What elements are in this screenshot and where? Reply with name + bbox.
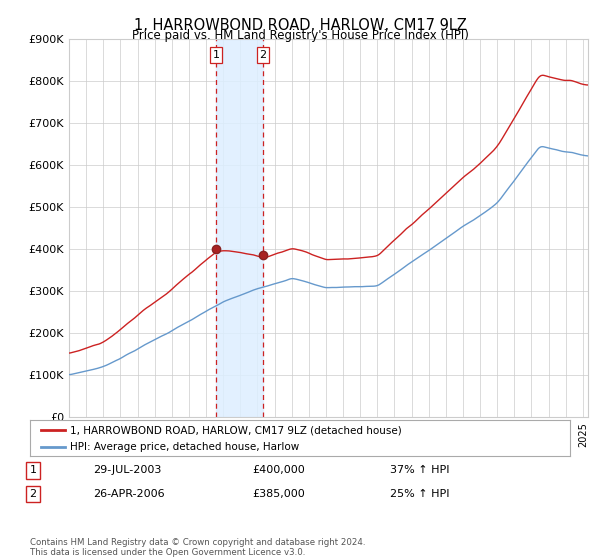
- Text: 1, HARROWBOND ROAD, HARLOW, CM17 9LZ: 1, HARROWBOND ROAD, HARLOW, CM17 9LZ: [134, 18, 466, 33]
- Text: 2: 2: [29, 489, 37, 499]
- Text: 26-APR-2006: 26-APR-2006: [93, 489, 164, 499]
- Text: Price paid vs. HM Land Registry's House Price Index (HPI): Price paid vs. HM Land Registry's House …: [131, 29, 469, 42]
- Bar: [216, 39, 263, 417]
- Text: £385,000: £385,000: [252, 489, 305, 499]
- Text: 1, HARROWBOND ROAD, HARLOW, CM17 9LZ (detached house): 1, HARROWBOND ROAD, HARLOW, CM17 9LZ (de…: [71, 425, 402, 435]
- Text: 2: 2: [259, 50, 266, 60]
- Text: 37% ↑ HPI: 37% ↑ HPI: [390, 465, 449, 475]
- Text: 25% ↑ HPI: 25% ↑ HPI: [390, 489, 449, 499]
- Text: 1: 1: [212, 50, 220, 60]
- Text: 1: 1: [29, 465, 37, 475]
- Text: £400,000: £400,000: [252, 465, 305, 475]
- Text: Contains HM Land Registry data © Crown copyright and database right 2024.
This d: Contains HM Land Registry data © Crown c…: [30, 538, 365, 557]
- Text: 29-JUL-2003: 29-JUL-2003: [93, 465, 161, 475]
- Text: HPI: Average price, detached house, Harlow: HPI: Average price, detached house, Harl…: [71, 442, 300, 452]
